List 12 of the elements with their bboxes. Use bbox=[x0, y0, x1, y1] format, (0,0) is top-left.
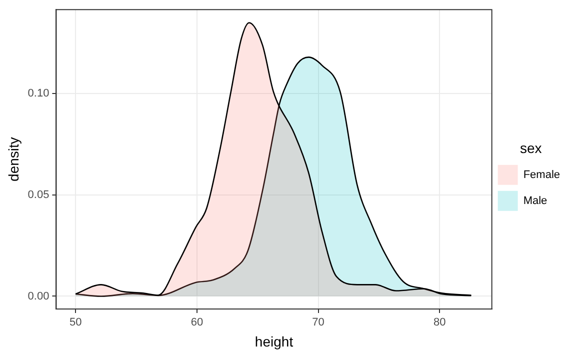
y-tick-label: 0.05 bbox=[28, 188, 50, 201]
x-tick-label: 60 bbox=[190, 316, 204, 329]
x-tick-label: 50 bbox=[70, 316, 82, 329]
y-tick-label: 0.10 bbox=[28, 88, 50, 100]
legend-title: sex bbox=[520, 140, 542, 156]
y-axis-title: density bbox=[5, 137, 22, 182]
y-tick-label: 0.00 bbox=[28, 290, 50, 302]
legend-label: Female bbox=[523, 168, 560, 181]
x-tick-label: 70 bbox=[312, 316, 324, 329]
legend-label: Male bbox=[523, 194, 548, 207]
x-tick-label: 80 bbox=[434, 316, 446, 329]
x-axis-title: height bbox=[254, 333, 294, 350]
